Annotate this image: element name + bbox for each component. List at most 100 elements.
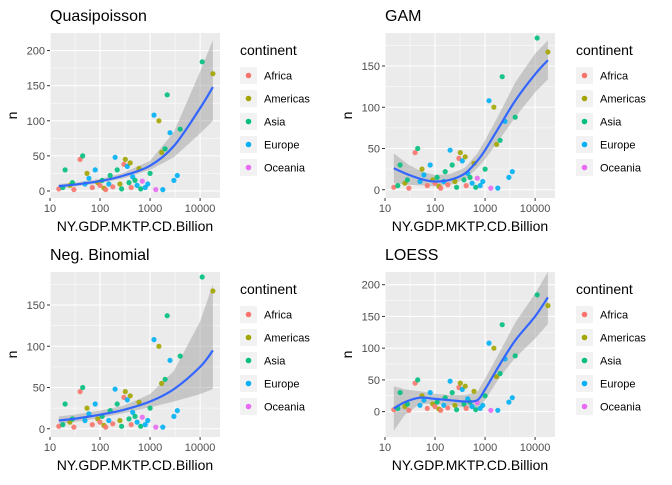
data-point-europe xyxy=(112,386,118,392)
data-point-asia xyxy=(80,153,86,159)
data-point-africa xyxy=(438,407,444,413)
data-point-europe xyxy=(124,397,130,403)
data-point-europe xyxy=(427,390,433,396)
data-point-asia xyxy=(404,177,410,183)
data-point-asia xyxy=(467,174,473,180)
data-point-americas xyxy=(471,388,477,394)
data-point-africa xyxy=(445,405,451,411)
data-point-asia xyxy=(199,274,205,280)
data-point-europe xyxy=(160,187,166,193)
data-point-europe xyxy=(112,154,118,160)
x-tick-label: 100 xyxy=(426,442,444,454)
y-tick-label: 150 xyxy=(362,61,380,73)
legend-key-dot xyxy=(581,380,588,387)
data-point-europe xyxy=(134,419,140,425)
data-point-americas xyxy=(462,154,468,160)
data-point-africa xyxy=(128,184,134,191)
legend-key-dot xyxy=(581,357,588,364)
data-point-asia xyxy=(80,384,86,391)
y-tick-label: 0 xyxy=(39,186,45,198)
data-point-asia xyxy=(177,126,183,132)
data-point-americas xyxy=(127,393,133,399)
legend-label: Americas xyxy=(600,333,646,345)
data-point-asia xyxy=(199,59,205,65)
legend-key-dot xyxy=(245,334,252,341)
data-point-americas xyxy=(457,380,463,386)
fit-line xyxy=(393,296,549,410)
data-point-europe xyxy=(82,417,88,424)
data-point-europe xyxy=(92,167,98,173)
data-point-europe xyxy=(167,130,173,136)
data-point-americas xyxy=(136,399,142,405)
x-tick-label: 10 xyxy=(44,203,56,215)
data-point-africa xyxy=(406,185,412,191)
data-point-americas xyxy=(84,405,90,411)
data-point-asia xyxy=(415,377,421,383)
data-point-americas xyxy=(122,389,128,395)
data-point-asia xyxy=(434,174,440,180)
data-point-americas xyxy=(127,160,133,166)
data-point-africa xyxy=(56,423,62,429)
x-tick-label: 10 xyxy=(44,442,56,454)
data-point-africa xyxy=(424,405,430,411)
data-point-africa xyxy=(110,184,116,190)
data-point-americas xyxy=(545,303,551,309)
legend-key-dot xyxy=(581,403,588,410)
legend: continent Africa Americas Asia Europe Oceania xyxy=(576,281,646,415)
legend-label: Oceania xyxy=(600,163,642,175)
data-point-europe xyxy=(106,417,112,424)
data-point-asia xyxy=(395,183,401,189)
legend-label: Asia xyxy=(600,117,622,129)
data-point-asia xyxy=(107,172,113,179)
data-point-americas xyxy=(457,150,463,156)
legend-label: Africa xyxy=(264,310,293,322)
data-point-asia xyxy=(497,370,503,377)
legend-label: Africa xyxy=(600,71,629,83)
x-axis-label: NY.GDP.MKTP.CD.Billion xyxy=(57,457,213,473)
data-point-europe xyxy=(421,172,427,178)
data-point-europe xyxy=(142,422,148,428)
data-point-europe xyxy=(509,169,515,175)
legend-key-dot xyxy=(581,95,588,102)
data-point-americas xyxy=(210,71,216,77)
fit-line xyxy=(58,86,214,188)
data-point-asia xyxy=(164,313,170,319)
data-point-europe xyxy=(495,185,501,191)
x-axis-label: NY.GDP.MKTP.CD.Billion xyxy=(57,218,213,234)
data-point-americas xyxy=(156,343,162,349)
data-point-asia xyxy=(454,184,460,190)
data-point-asia xyxy=(534,35,540,41)
data-point-europe xyxy=(174,172,180,179)
data-point-africa xyxy=(56,186,62,192)
panel-0: Quasipoisson 10 100 1000 10000 0 50 100 150 200 NY… xyxy=(4,8,310,234)
data-point-africa xyxy=(424,183,430,189)
panel-1: GAM 10 100 1000 10000 0 50 100 150 NY.GDP.MKTP.CD… xyxy=(339,8,646,234)
legend: continent Africa Americas Asia Europe Oceania xyxy=(240,42,310,176)
panel-title: LOESS xyxy=(385,247,438,264)
y-tick-label: 150 xyxy=(27,300,45,312)
data-point-europe xyxy=(459,158,465,164)
x-tick-label: 100 xyxy=(91,203,109,215)
data-point-americas xyxy=(419,166,425,172)
data-point-africa xyxy=(128,422,134,428)
y-tick-label: 0 xyxy=(39,424,45,436)
x-tick-label: 10000 xyxy=(520,442,551,454)
data-point-europe xyxy=(477,183,483,189)
data-point-europe xyxy=(480,402,486,408)
data-point-oceania xyxy=(153,187,159,193)
data-point-asia xyxy=(132,413,138,419)
legend-label: Africa xyxy=(264,71,293,83)
data-point-africa xyxy=(71,187,77,193)
data-point-americas xyxy=(122,156,128,162)
data-point-asia xyxy=(162,376,168,382)
data-point-asia xyxy=(512,353,518,359)
legend-key-dot xyxy=(581,72,588,79)
data-point-europe xyxy=(486,98,492,104)
x-tick-label: 10000 xyxy=(520,203,551,215)
data-point-americas xyxy=(452,402,458,408)
data-point-asia xyxy=(473,184,479,190)
y-tick-label: 100 xyxy=(362,343,380,355)
data-point-africa xyxy=(463,405,469,411)
data-point-asia xyxy=(138,186,144,192)
y-tick-label: 200 xyxy=(362,280,380,292)
